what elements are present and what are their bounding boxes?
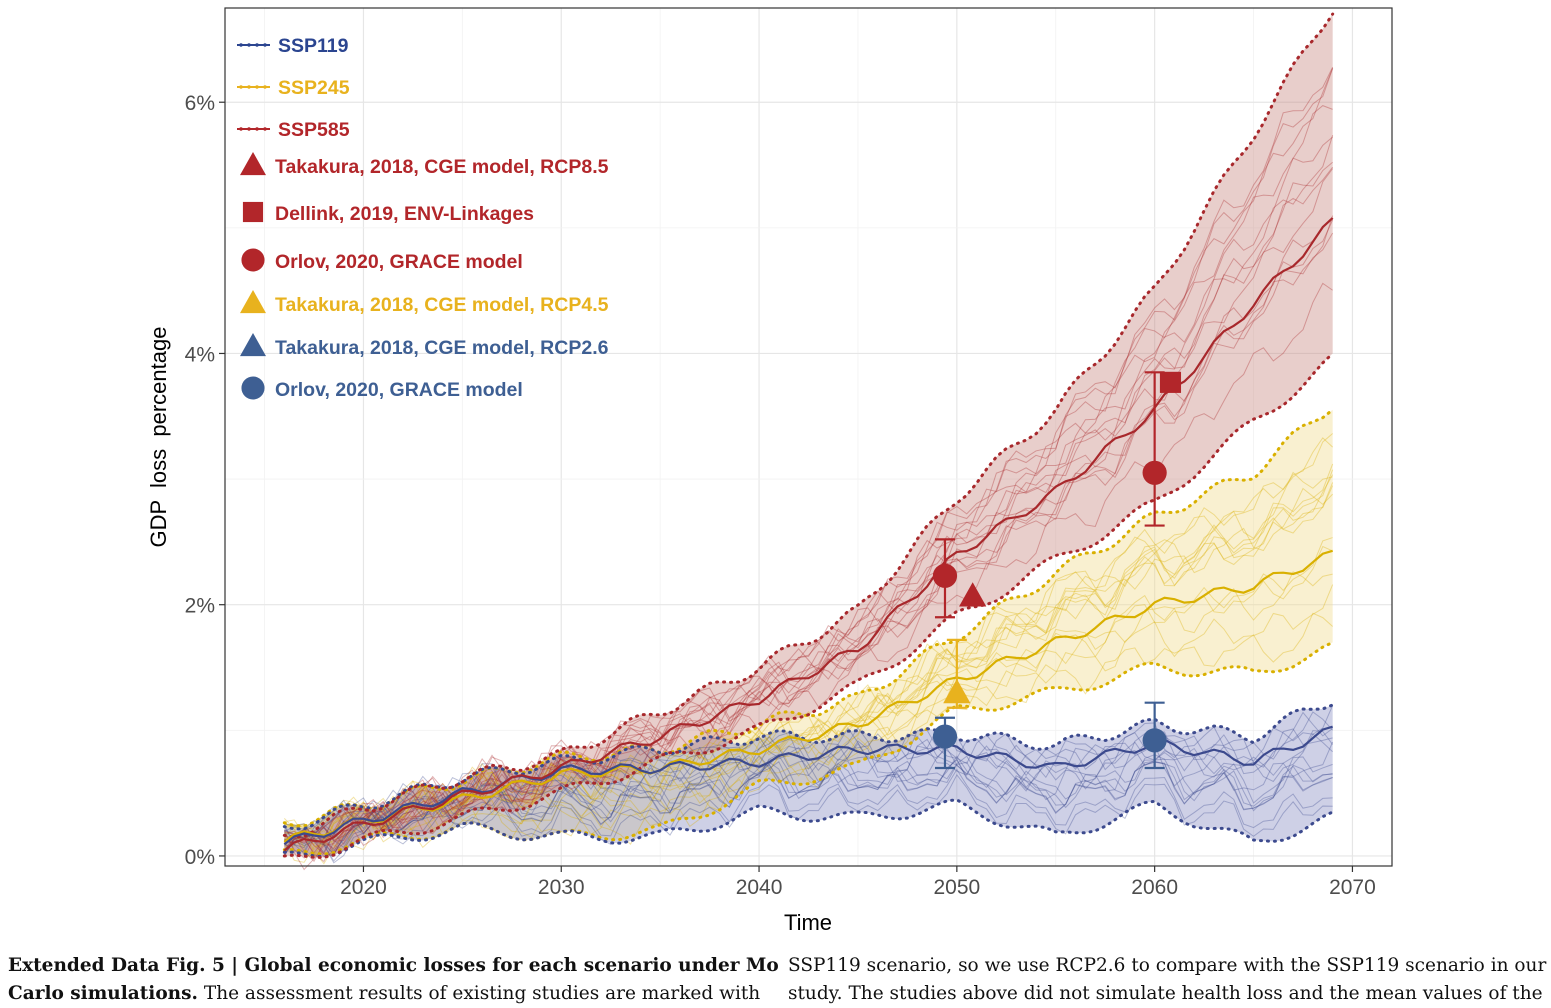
- mean-ssp585: [283, 217, 1334, 852]
- bound-lo-ssp119: [282, 798, 1335, 859]
- run-ssp245: [284, 584, 1334, 865]
- legend-label: Takakura, 2018, CGE model, RCP8.5: [275, 156, 609, 178]
- run-ssp245: [284, 545, 1333, 857]
- band-ssp119: [284, 704, 1333, 857]
- y-axis-title: GDP loss percentage: [146, 327, 171, 548]
- legend-label: Dellink, 2019, ENV-Linkages: [275, 203, 534, 225]
- y-axis: 0% 2% 4% 6%: [185, 92, 225, 869]
- run-ssp585: [284, 215, 1334, 863]
- plot-border: [224, 7, 1393, 867]
- caption-text-right-2: study. The studies above did not simulat…: [788, 983, 1543, 1004]
- study-marker-triangle: [943, 679, 971, 704]
- legend-triangle-icon: [239, 332, 267, 357]
- caption-title: Extended Data Fig. 5 | Global economic l…: [8, 955, 778, 976]
- legend-line-dot: [263, 85, 267, 89]
- run-ssp245: [284, 482, 1334, 847]
- run-ssp119: [283, 768, 1333, 862]
- legend-circle-icon: [241, 376, 265, 400]
- study-marker-circle: [932, 724, 958, 749]
- study-marker-circle: [1142, 728, 1167, 753]
- legend-line-dot: [263, 127, 267, 131]
- chart: 2020 2030 2040 2050 2060 2070 0% 2% 4% 6% Time G…: [146, 7, 1393, 935]
- run-ssp245: [284, 469, 1334, 845]
- legend-line-dot: [247, 85, 251, 89]
- band-ssp245: [284, 409, 1333, 855]
- x-axis-title: Time: [784, 910, 832, 935]
- legend-label: Takakura, 2018, CGE model, RCP4.5: [275, 294, 609, 316]
- run-ssp119: [283, 755, 1333, 852]
- legend-triangle-icon: [239, 151, 267, 176]
- run-ssp585: [283, 218, 1333, 854]
- study-marker-circle: [1142, 460, 1167, 485]
- x-tick-label: 2060: [1131, 876, 1178, 899]
- run-ssp119: [283, 754, 1333, 856]
- x-tick-label: 2040: [736, 876, 783, 899]
- legend-triangle-icon: [239, 289, 267, 314]
- bound-up-ssp245: [282, 408, 1335, 828]
- run-ssp245: [283, 471, 1333, 840]
- study-marker-triangle: [959, 582, 987, 607]
- legend-line-dot: [247, 43, 251, 47]
- run-ssp245: [284, 433, 1333, 846]
- legend-line-dot: [255, 85, 259, 89]
- study-marker-circle: [932, 563, 958, 588]
- caption-text-right-1: SSP119 scenario, so we use RCP2.6 to com…: [788, 955, 1547, 976]
- y-tick-label: 0%: [185, 846, 215, 869]
- x-tick-label: 2050: [933, 876, 980, 899]
- legend-label: Orlov, 2020, GRACE model: [275, 251, 523, 273]
- legend-label: Orlov, 2020, GRACE model: [275, 379, 523, 401]
- study-marker-square: [1159, 371, 1182, 393]
- legend-line-dot: [239, 85, 243, 89]
- plot-panel: [225, 8, 1392, 866]
- run-ssp119: [283, 760, 1333, 857]
- study-markers: [932, 371, 1182, 770]
- legend-square-icon: [242, 201, 264, 223]
- run-ssp585: [284, 166, 1334, 850]
- legend-label: Takakura, 2018, CGE model, RCP2.6: [275, 337, 609, 359]
- run-ssp119: [284, 741, 1334, 854]
- run-ssp245: [283, 571, 1333, 855]
- legend-line-dot: [255, 43, 259, 47]
- gridlines: [225, 8, 1392, 866]
- x-tick-label: 2070: [1329, 876, 1376, 899]
- y-tick-label: 6%: [185, 92, 215, 115]
- legend-label: SSP585: [278, 119, 350, 141]
- mean-ssp245: [283, 549, 1333, 843]
- x-tick-label: 2030: [538, 876, 585, 899]
- bound-lo-ssp585: [282, 351, 1335, 859]
- run-ssp119: [283, 733, 1334, 852]
- caption-title-end: Carlo simulations.: [8, 983, 198, 1004]
- run-ssp585: [284, 232, 1334, 857]
- figure-caption-left: Extended Data Fig. 5 | Global economic l…: [8, 952, 778, 1008]
- x-tick-label: 2020: [340, 876, 387, 899]
- y-tick-label: 4%: [185, 343, 215, 366]
- figure-caption-right: SSP119 scenario, so we use RCP2.6 to com…: [788, 952, 1551, 1008]
- run-ssp585: [283, 136, 1333, 852]
- run-ssp585: [283, 161, 1333, 855]
- run-ssp585: [284, 168, 1334, 863]
- legend-label: SSP245: [278, 77, 350, 99]
- bound-up-ssp585: [282, 12, 1335, 839]
- run-ssp119: [284, 758, 1333, 855]
- legend: SSP119 SSP245 SSP585 Takakura, 2018, CGE mo…: [237, 35, 609, 401]
- caption-text: The assessment results of existing studi…: [197, 983, 761, 1004]
- run-ssp245: [283, 612, 1333, 863]
- y-tick-label: 2%: [185, 595, 215, 618]
- legend-line-dot: [263, 43, 267, 47]
- run-ssp119: [284, 759, 1333, 856]
- run-ssp245: [284, 463, 1334, 844]
- legend-line-dot: [239, 43, 243, 47]
- run-ssp245: [284, 474, 1334, 851]
- legend-label: SSP119: [278, 35, 349, 57]
- run-ssp585: [284, 135, 1334, 855]
- legend-circle-icon: [241, 248, 265, 272]
- legend-line-dot: [255, 127, 259, 131]
- legend-line-dot: [239, 127, 243, 131]
- legend-line-dot: [247, 127, 251, 131]
- x-axis: 2020 2030 2040 2050 2060 2070: [340, 866, 1376, 899]
